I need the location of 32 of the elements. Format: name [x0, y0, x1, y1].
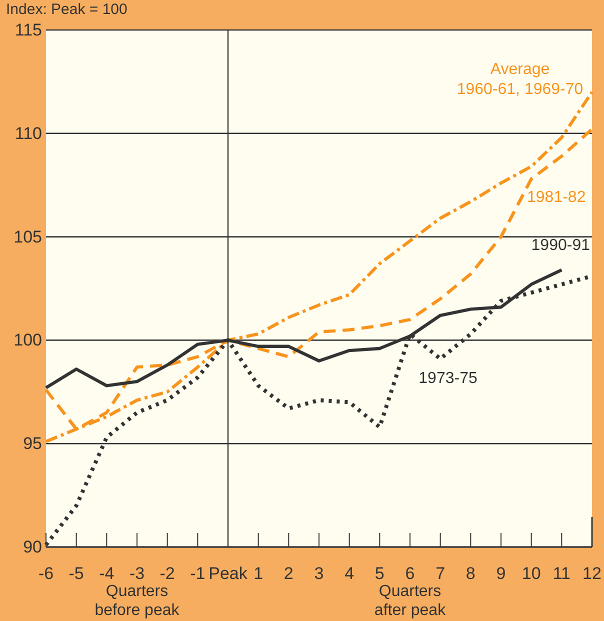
x-tick-label: Peak [208, 564, 248, 584]
x-tick-label: 4 [344, 564, 354, 584]
x-tick-label: -4 [99, 564, 114, 584]
x-tick-label: -6 [38, 564, 54, 584]
x-tick-label: -2 [160, 564, 175, 584]
x-tick-label: 9 [496, 564, 506, 584]
y-tick-label: 110 [14, 124, 42, 143]
x-tick-label: 5 [374, 564, 384, 584]
series-label: Average 1960-61, 1969-70 [456, 61, 584, 98]
y-tick-label: 100 [14, 330, 42, 350]
x-tick-label: 6 [405, 564, 415, 584]
x-tick-label: 8 [466, 564, 476, 584]
x-tick-label: 10 [522, 564, 541, 584]
series-label: 1990-91 [531, 237, 590, 254]
text: Quarters after peak [374, 583, 447, 619]
y-tick-label: 105 [14, 227, 42, 246]
x-tick-label: 12 [582, 564, 602, 584]
y-axis-title: Index: Peak = 100 [6, 1, 128, 18]
x-tick-label: 2 [284, 564, 294, 584]
x-tick-label: -5 [68, 564, 84, 584]
series-label: 1973-75 [418, 370, 478, 387]
y-tick-label: 115 [14, 20, 42, 40]
x-tick-label: 3 [314, 564, 324, 584]
text: Quarters before peak [94, 583, 180, 619]
x-tick-label: 1 [254, 564, 264, 584]
x-tick-label: 11 [552, 564, 570, 584]
x-tick-label: 7 [436, 564, 446, 584]
y-tick-label: 90 [23, 537, 42, 556]
x-tick-label: -3 [129, 564, 145, 584]
y-tick-label: 95 [23, 434, 42, 454]
series-label: 1981-82 [527, 189, 586, 206]
x-tick-label: -1 [190, 564, 206, 584]
